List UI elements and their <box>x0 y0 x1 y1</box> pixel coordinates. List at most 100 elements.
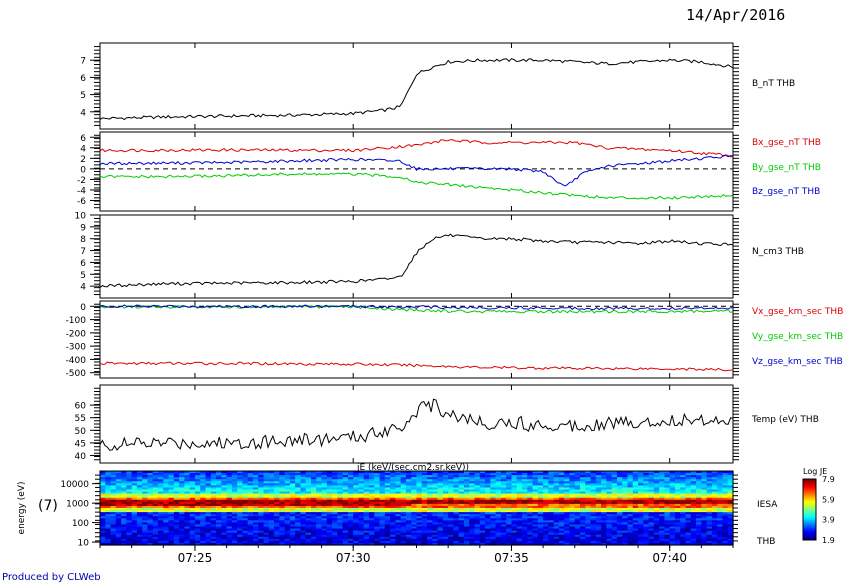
spectrogram-cell <box>669 526 676 530</box>
spectrogram-cell <box>147 495 154 499</box>
spectrogram-cell <box>189 522 196 526</box>
spectrogram-cell <box>221 510 228 513</box>
spectrogram-cell <box>463 526 470 530</box>
spectrogram-cell <box>585 493 592 497</box>
spectrogram-cell <box>332 475 338 478</box>
spectrogram-cell <box>558 501 565 505</box>
spectrogram-cell <box>506 501 513 505</box>
spectrogram-cell <box>131 479 138 482</box>
spectrogram-cell <box>416 534 423 538</box>
spectrogram-cell <box>115 481 122 484</box>
spectrogram-cell <box>727 497 734 501</box>
spectrogram-cell <box>500 518 507 521</box>
spectrogram-cell <box>669 473 676 476</box>
spectrogram-cell <box>659 512 666 515</box>
spectrogram-cell <box>680 534 687 538</box>
spectrogram-cell <box>226 542 233 546</box>
spectrogram-cell <box>390 522 397 526</box>
spectrogram-cell <box>558 518 565 521</box>
spectrogram-cell <box>511 485 518 489</box>
spectrogram-cell <box>537 538 544 542</box>
spectrogram-cell <box>179 536 186 540</box>
spectrogram-cell <box>321 489 328 493</box>
spectrogram-cell <box>369 475 375 478</box>
spectrogram-cell <box>200 518 207 521</box>
spectrogram-cell <box>115 524 122 528</box>
spectrogram-cell <box>237 518 244 521</box>
spectrogram-cell <box>258 516 265 519</box>
spectrogram-cell <box>332 536 338 540</box>
spectrogram-cell <box>332 520 338 523</box>
spectrogram-cell <box>205 528 212 532</box>
spectrogram-cell <box>358 522 365 526</box>
spectrogram-cell <box>537 483 544 486</box>
spectrogram-cell <box>221 503 228 507</box>
spectrogram-cell <box>638 526 644 530</box>
spectrogram-cell <box>448 522 455 526</box>
spectrogram-cell <box>158 520 164 523</box>
spectrogram-cell <box>463 501 470 505</box>
spectrogram-cell <box>448 516 455 519</box>
spectrogram-cell <box>580 497 586 501</box>
spectrogram-cell <box>342 491 349 495</box>
spectrogram-cell <box>537 479 544 482</box>
spectrogram-cell <box>163 485 170 489</box>
spectrogram-cell <box>205 503 212 507</box>
spectrogram-cell <box>632 489 639 493</box>
spectrogram-cell <box>453 503 460 507</box>
spectrogram-cell <box>616 510 623 513</box>
spectrogram-cell <box>690 512 697 515</box>
spectrogram-cell <box>411 532 418 536</box>
spectrogram-cell <box>638 499 644 503</box>
spectrogram-cell <box>506 485 513 489</box>
spectrogram-cell <box>527 540 534 544</box>
spectrogram-cell <box>511 536 518 540</box>
spectrogram-cell <box>110 497 117 501</box>
spectrogram-cell <box>268 532 275 536</box>
spectrogram-cell <box>416 489 423 493</box>
spectrogram-cell <box>611 495 618 499</box>
spectrogram-cell <box>437 489 444 493</box>
spectrogram-cell <box>279 485 286 489</box>
spectrogram-cell <box>717 540 724 544</box>
series-line-n-cm3-thb <box>99 233 734 288</box>
spectrogram-cell <box>611 522 618 526</box>
spectrogram-cell <box>701 487 708 491</box>
spectrogram-cell <box>379 528 386 532</box>
spectrogram-cell <box>184 483 191 486</box>
spectrogram-cell <box>105 540 112 544</box>
spectrogram-cell <box>442 485 449 489</box>
spectrogram-cell <box>110 491 117 495</box>
spectrogram-cell <box>532 516 539 519</box>
spectrogram-cell <box>363 491 370 495</box>
spectrogram-cell <box>173 503 180 507</box>
spectrogram-cell <box>395 524 402 528</box>
spectrogram-cell <box>105 530 112 534</box>
spectrogram-cell <box>363 477 370 480</box>
spectrogram-cell <box>479 475 486 478</box>
spectrogram-cell <box>258 532 265 536</box>
spectrogram-cell <box>411 542 418 546</box>
spectrogram-cell <box>416 528 423 532</box>
spectrogram-cell <box>158 524 164 528</box>
spectrogram-cell <box>405 501 412 505</box>
spectrogram-cell <box>564 489 571 493</box>
spectrogram-cell <box>474 493 481 497</box>
spectrogram-cell <box>105 522 112 526</box>
spectrogram-cell <box>252 516 259 519</box>
spectrogram-cell <box>252 489 259 493</box>
spectrogram-cell <box>516 536 523 540</box>
spectrogram-cell <box>611 503 618 507</box>
spectrogram-cell <box>184 538 191 542</box>
spectrogram-cell <box>194 534 201 538</box>
spectrogram-cell <box>200 540 207 544</box>
spectrogram-cell <box>722 532 729 536</box>
spectrogram-cell <box>200 499 207 503</box>
spectrogram-cell <box>279 497 286 501</box>
spectrogram-cell <box>305 538 312 542</box>
spectrogram-cell <box>405 475 412 478</box>
spectrogram-cell <box>252 518 259 521</box>
spectrogram-cell <box>506 520 513 523</box>
spectrogram-cell <box>311 538 317 542</box>
spectrogram-cell <box>189 493 196 497</box>
